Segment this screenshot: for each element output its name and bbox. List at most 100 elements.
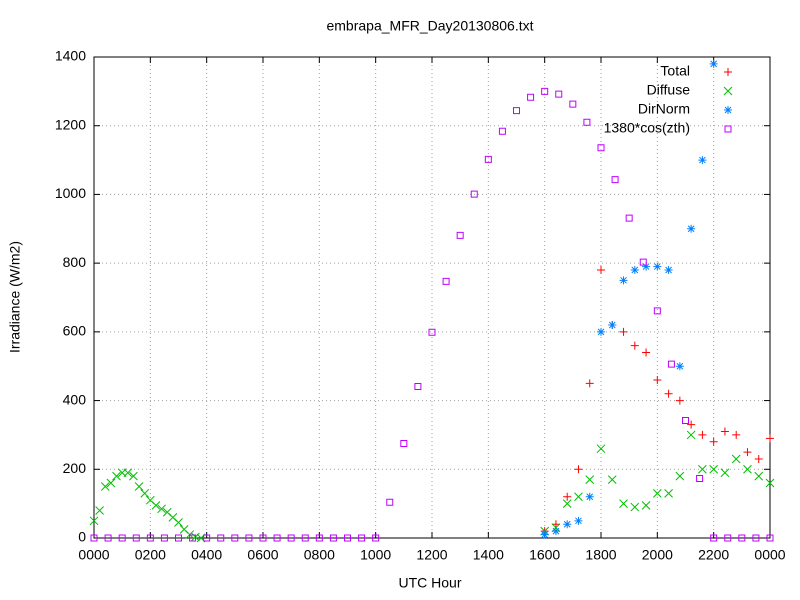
data-point bbox=[344, 534, 351, 542]
data-point bbox=[585, 492, 594, 501]
x-tick-label: 1200 bbox=[416, 547, 447, 563]
y-tick-label: 200 bbox=[63, 460, 87, 476]
data-point bbox=[100, 482, 110, 491]
data-point bbox=[619, 276, 628, 285]
data-point bbox=[667, 360, 675, 368]
data-point bbox=[160, 534, 168, 542]
data-point bbox=[619, 499, 628, 508]
data-point bbox=[597, 266, 605, 275]
data-point bbox=[675, 396, 684, 405]
data-point bbox=[301, 534, 309, 542]
data-point bbox=[157, 504, 166, 514]
x-tick-label: 0000 bbox=[754, 547, 785, 563]
data-point bbox=[682, 416, 689, 424]
data-point bbox=[709, 464, 719, 474]
y-axis-label: Irradiance (W/m2) bbox=[7, 241, 23, 353]
data-point bbox=[470, 190, 478, 198]
data-point bbox=[563, 520, 572, 529]
x-tick-label: 1000 bbox=[360, 547, 391, 563]
x-tick-label: 2000 bbox=[642, 547, 673, 563]
data-point bbox=[583, 118, 591, 126]
data-point bbox=[569, 100, 577, 108]
data-point bbox=[630, 502, 640, 512]
data-point bbox=[498, 127, 506, 135]
data-point bbox=[653, 375, 662, 384]
data-point bbox=[273, 534, 281, 542]
data-point bbox=[541, 87, 549, 95]
data-point bbox=[709, 59, 718, 68]
data-point bbox=[709, 437, 718, 446]
y-tick-label: 600 bbox=[63, 323, 87, 339]
legend-label: Total bbox=[660, 63, 690, 79]
data-point bbox=[203, 534, 211, 542]
data-point bbox=[686, 430, 696, 440]
y-tick-label: 1400 bbox=[55, 48, 86, 64]
data-point bbox=[414, 382, 422, 390]
data-point bbox=[743, 448, 752, 457]
data-point bbox=[555, 90, 563, 98]
data-point bbox=[551, 527, 560, 536]
data-point bbox=[151, 501, 161, 510]
data-point bbox=[724, 534, 732, 542]
data-point bbox=[134, 482, 144, 491]
data-point bbox=[287, 534, 295, 542]
data-point bbox=[259, 534, 267, 542]
data-point bbox=[720, 427, 729, 436]
plot-frame bbox=[93, 56, 771, 539]
data-point bbox=[752, 534, 760, 542]
data-point bbox=[664, 488, 673, 498]
data-point bbox=[664, 389, 673, 398]
data-point bbox=[732, 430, 741, 439]
x-tick-label: 2200 bbox=[698, 547, 729, 563]
data-point bbox=[551, 520, 560, 529]
data-point bbox=[585, 475, 595, 484]
data-point bbox=[484, 155, 492, 163]
legend-marker bbox=[724, 106, 732, 114]
data-point bbox=[513, 107, 520, 115]
data-point bbox=[664, 266, 673, 275]
data-point bbox=[608, 320, 617, 329]
data-point bbox=[642, 348, 651, 357]
data-point bbox=[585, 379, 594, 388]
legend-label: 1380*cos(zth) bbox=[604, 120, 690, 136]
data-point bbox=[639, 258, 647, 266]
x-tick-label: 0800 bbox=[304, 547, 335, 563]
data-point bbox=[189, 534, 197, 542]
data-point bbox=[738, 534, 746, 542]
x-tick-label: 1800 bbox=[585, 547, 616, 563]
data-point bbox=[106, 478, 116, 488]
data-point bbox=[731, 454, 741, 464]
data-point bbox=[315, 534, 323, 542]
data-point bbox=[358, 534, 366, 542]
data-point bbox=[372, 534, 380, 542]
data-point bbox=[527, 93, 535, 101]
y-tick-label: 1200 bbox=[55, 116, 86, 132]
data-point bbox=[698, 430, 707, 439]
x-tick-label: 0400 bbox=[191, 547, 222, 563]
data-point bbox=[743, 464, 752, 474]
data-point bbox=[574, 492, 583, 502]
data-point bbox=[245, 534, 253, 542]
data-point bbox=[89, 516, 99, 526]
data-point bbox=[766, 434, 774, 443]
data-point bbox=[619, 327, 628, 336]
data-point bbox=[597, 144, 605, 152]
y-tick-label: 800 bbox=[63, 254, 87, 270]
data-point bbox=[562, 499, 572, 508]
data-point bbox=[630, 266, 639, 275]
data-point bbox=[625, 214, 633, 222]
data-point bbox=[687, 224, 696, 233]
data-point bbox=[596, 444, 606, 454]
data-point bbox=[641, 501, 651, 510]
data-point bbox=[698, 156, 707, 165]
x-axis-label: UTC Hour bbox=[398, 575, 461, 591]
y-tick-label: 0 bbox=[78, 529, 86, 545]
data-point bbox=[175, 534, 182, 542]
x-tick-label: 0000 bbox=[78, 547, 109, 563]
data-point bbox=[653, 262, 662, 271]
data-point bbox=[386, 498, 394, 506]
data-point bbox=[456, 231, 464, 239]
data-point bbox=[710, 534, 718, 542]
data-point bbox=[140, 488, 150, 498]
